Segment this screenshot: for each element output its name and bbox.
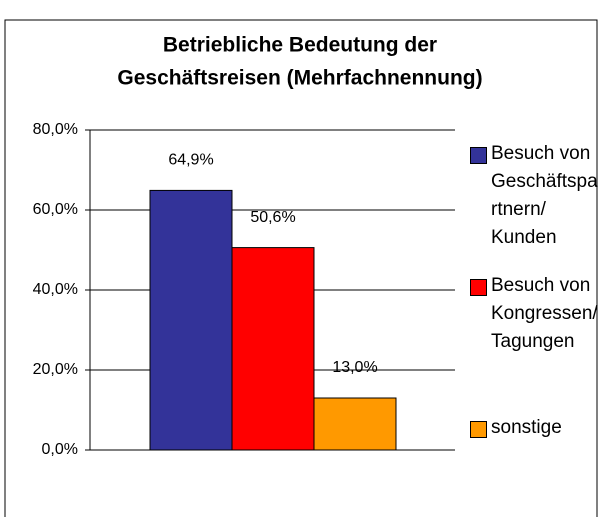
bar xyxy=(313,397,397,451)
data-label: 50,6% xyxy=(250,209,295,226)
legend-swatch xyxy=(470,279,487,296)
y-tick-label: 0,0% xyxy=(42,441,78,458)
bar xyxy=(149,189,233,451)
legend-label: sonstige xyxy=(491,417,562,438)
y-tick-label: 80,0% xyxy=(33,121,78,138)
legend-label: Besuch von Kongressen/ Tagungen xyxy=(491,275,598,352)
bar xyxy=(231,247,315,451)
chart-title: Geschäftsreisen (Mehrfachnennung) xyxy=(117,67,482,90)
legend-entry: Besuch von Kongressen/ Tagungen xyxy=(470,272,599,356)
y-tick-label: 40,0% xyxy=(33,281,78,298)
legend-label: Besuch von Geschäftspartnern/ Kunden xyxy=(491,143,598,248)
legend-entry: Besuch von Geschäftspartnern/ Kunden xyxy=(470,140,599,252)
legend-swatch xyxy=(470,147,487,164)
legend-swatch xyxy=(470,421,487,438)
y-tick-label: 20,0% xyxy=(33,361,78,378)
data-label: 13,0% xyxy=(332,359,377,376)
chart-title: Betriebliche Bedeutung der xyxy=(163,34,437,57)
data-label: 64,9% xyxy=(168,152,213,169)
y-tick-label: 60,0% xyxy=(33,201,78,218)
legend-entry: sonstige xyxy=(470,414,599,442)
